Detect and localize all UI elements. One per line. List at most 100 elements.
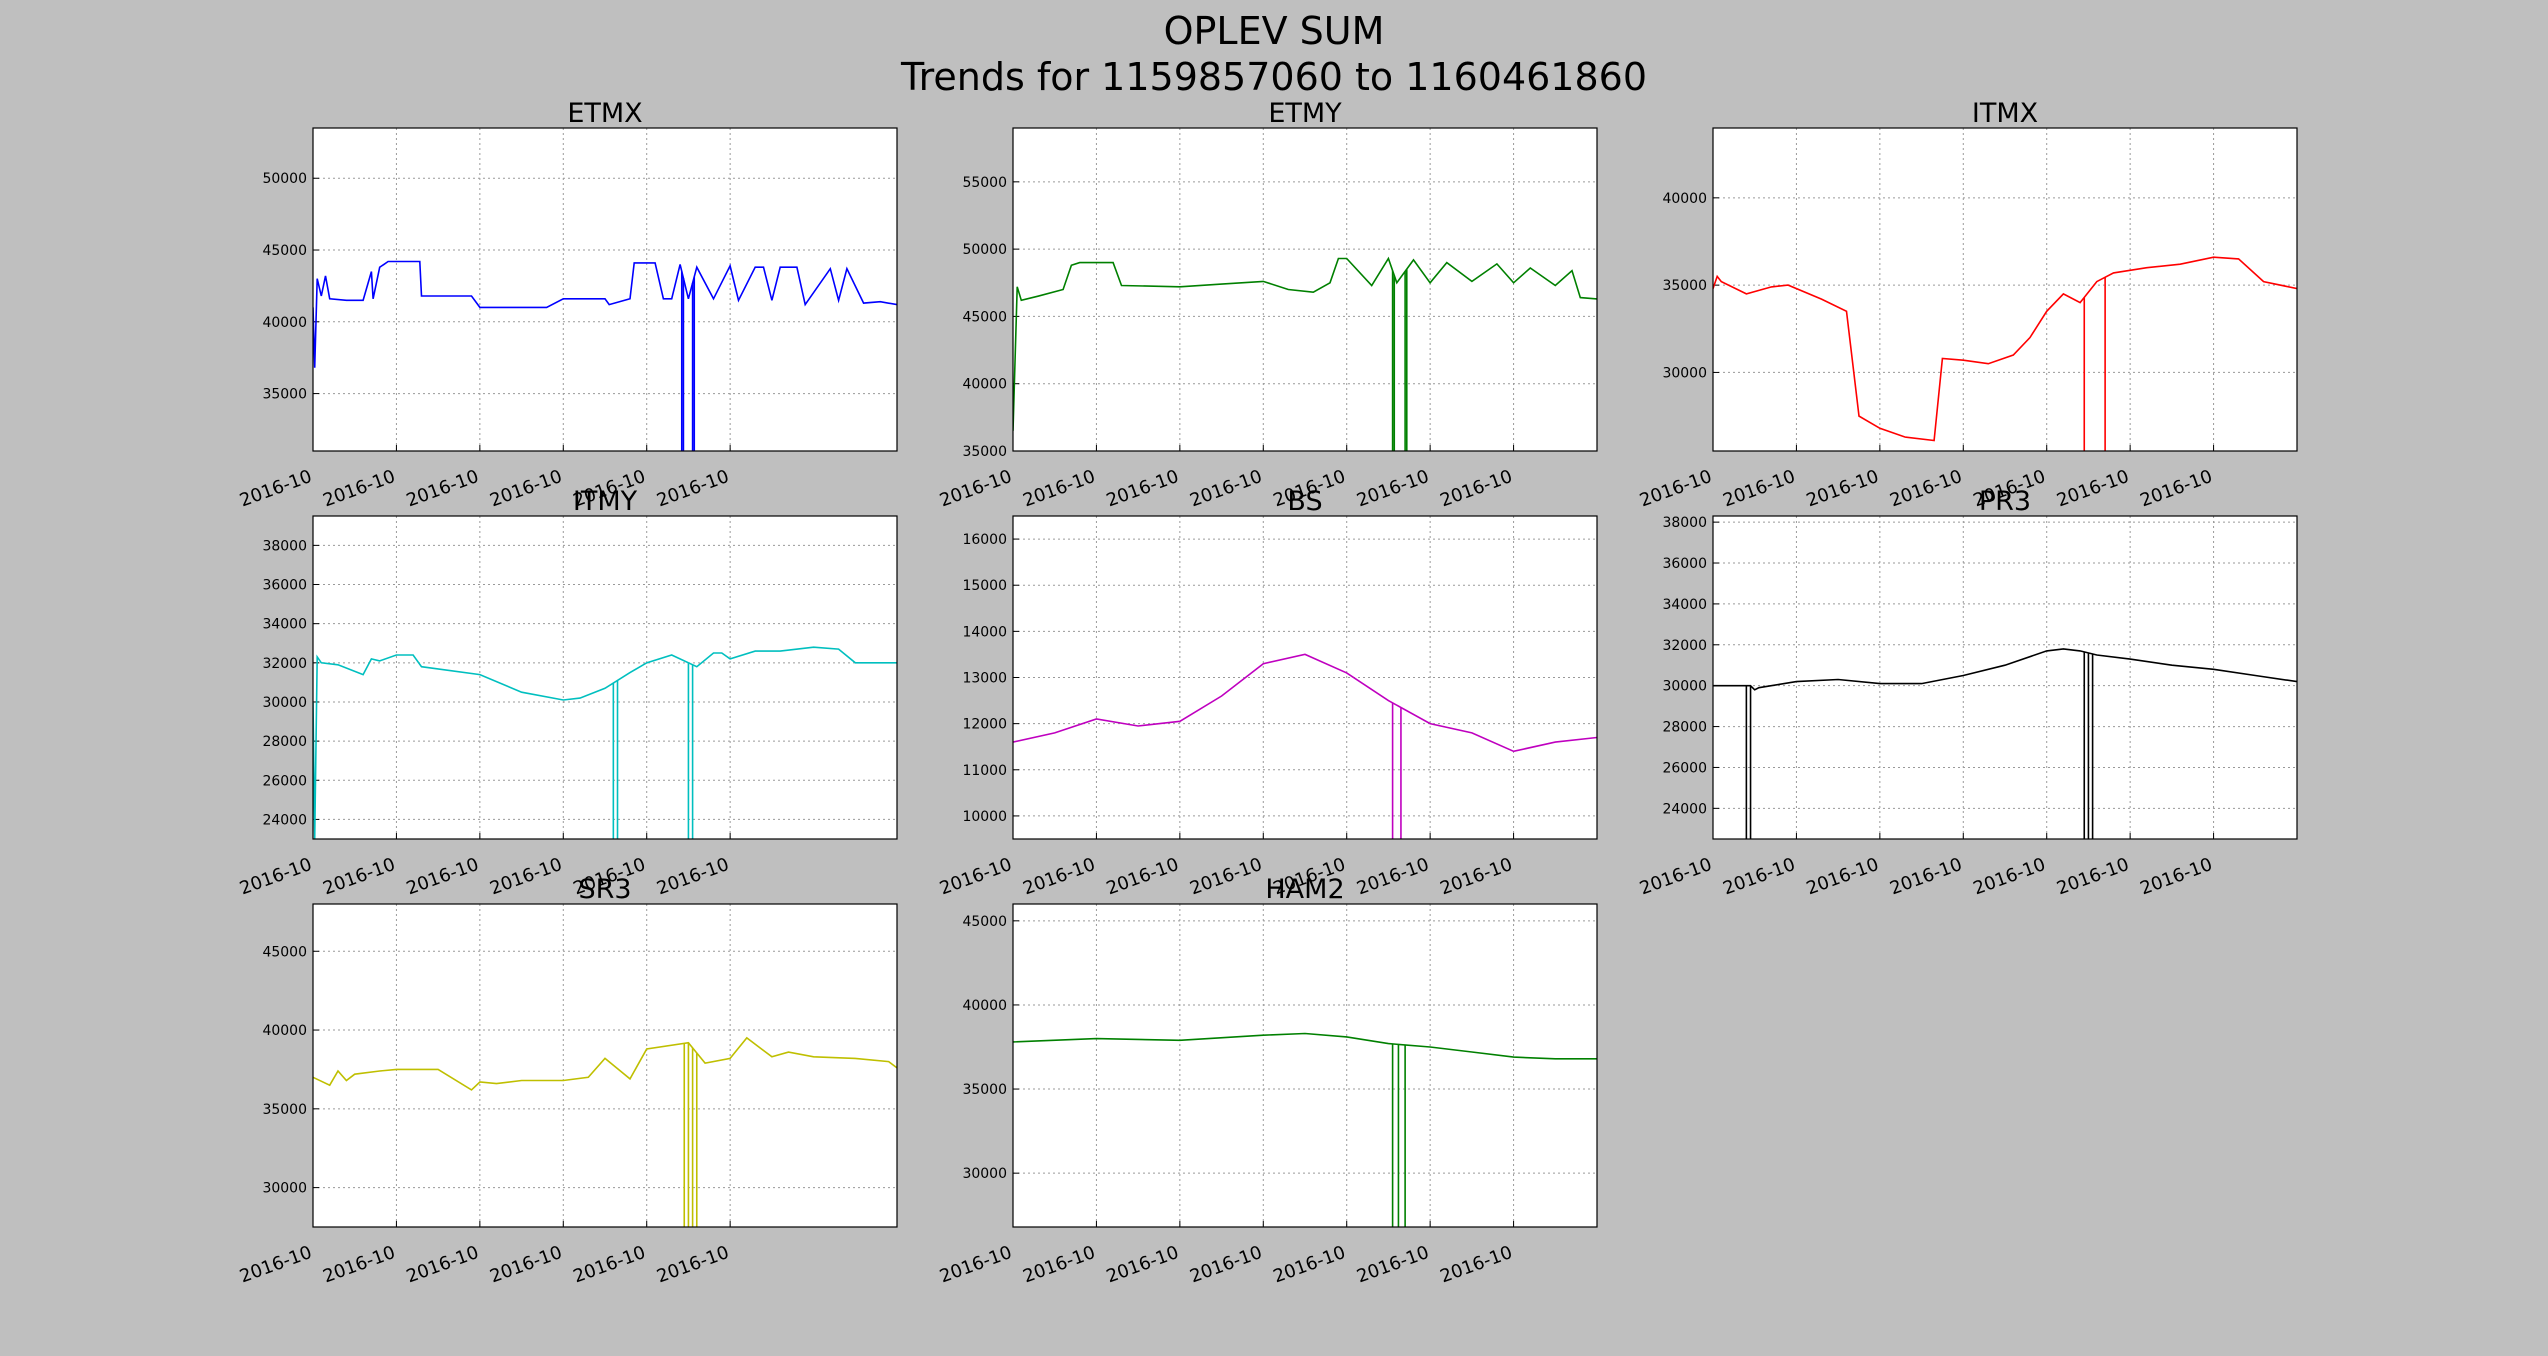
y-tick-label: 45000 bbox=[962, 309, 1007, 325]
plot-area bbox=[1713, 516, 2297, 839]
x-tick-label: 2016-10 bbox=[1187, 854, 1265, 899]
x-tick-label: 2016-10 bbox=[2054, 854, 2132, 899]
x-tick-label: 2016-10 bbox=[654, 1242, 732, 1287]
y-tick-label: 36000 bbox=[1662, 556, 1707, 572]
y-tick-label: 40000 bbox=[962, 377, 1007, 393]
x-tick-label: 2016-10 bbox=[320, 466, 398, 511]
y-tick-label: 26000 bbox=[1662, 760, 1707, 776]
x-tick-label: 2016-10 bbox=[1437, 466, 1515, 511]
x-tick-label: 2016-10 bbox=[654, 466, 732, 511]
x-tick-label: 2016-10 bbox=[487, 1242, 565, 1287]
subplot-bs: 10000 11000 12000 13000 14000 15000 16000 2016-… bbox=[937, 486, 1598, 899]
axes-frame bbox=[1712, 515, 2298, 840]
figure-title: OPLEV SUM Trends for 1159857060 to 11604… bbox=[0, 8, 2548, 100]
subplot-title: ITMX bbox=[1972, 98, 2038, 129]
series-line-etmy bbox=[1013, 256, 1597, 431]
subplot-title: HAM2 bbox=[1265, 874, 1344, 905]
plot-area bbox=[313, 904, 897, 1227]
subplot-title: ETMY bbox=[1268, 98, 1342, 129]
y-tick-label: 38000 bbox=[262, 538, 307, 554]
axes-frame bbox=[312, 127, 898, 452]
y-tick-label: 11000 bbox=[962, 763, 1007, 779]
x-tick-label: 2016-10 bbox=[2054, 466, 2132, 511]
x-tick-label: 2016-10 bbox=[320, 854, 398, 899]
plot-area bbox=[1713, 128, 2297, 451]
y-tick-label: 40000 bbox=[962, 998, 1007, 1014]
y-tick-label: 13000 bbox=[962, 671, 1007, 687]
y-tick-label: 34000 bbox=[262, 617, 307, 633]
y-tick-label: 32000 bbox=[262, 656, 307, 672]
y-tick-label: 32000 bbox=[1662, 638, 1707, 654]
axes-frame bbox=[312, 515, 898, 840]
y-tick-label: 26000 bbox=[262, 773, 307, 789]
y-tick-label: 45000 bbox=[262, 944, 307, 960]
x-tick-label: 2016-10 bbox=[1020, 1242, 1098, 1287]
series-line-ham2 bbox=[1013, 1032, 1597, 1060]
x-tick-label: 2016-10 bbox=[404, 854, 482, 899]
y-tick-label: 50000 bbox=[262, 171, 307, 187]
y-tick-label: 24000 bbox=[1662, 801, 1707, 817]
x-tick-label: 2016-10 bbox=[487, 854, 565, 899]
axes-frame bbox=[312, 903, 898, 1228]
subplot-title: ITMY bbox=[573, 486, 638, 517]
plot-area bbox=[1013, 128, 1597, 451]
x-tick-label: 2016-10 bbox=[1354, 854, 1432, 899]
x-tick-label: 2016-10 bbox=[1187, 1242, 1265, 1287]
x-tick-label: 2016-10 bbox=[1720, 854, 1798, 899]
y-tick-label: 30000 bbox=[262, 695, 307, 711]
axes-frame bbox=[1012, 903, 1598, 1228]
subplot-title: PR3 bbox=[1979, 486, 2031, 517]
axes-frame bbox=[1012, 515, 1598, 840]
y-tick-label: 45000 bbox=[962, 914, 1007, 930]
y-tick-label: 28000 bbox=[262, 734, 307, 750]
x-tick-label: 2016-10 bbox=[1971, 854, 2049, 899]
plot-area bbox=[313, 128, 897, 451]
y-tick-label: 36000 bbox=[262, 578, 307, 594]
x-tick-label: 2016-10 bbox=[1437, 854, 1515, 899]
x-tick-label: 2016-10 bbox=[1020, 466, 1098, 511]
x-tick-label: 2016-10 bbox=[1354, 1242, 1432, 1287]
y-tick-label: 30000 bbox=[1662, 679, 1707, 695]
x-tick-label: 2016-10 bbox=[1104, 466, 1182, 511]
x-tick-label: 2016-10 bbox=[937, 466, 1015, 511]
y-tick-label: 35000 bbox=[262, 1102, 307, 1118]
x-tick-label: 2016-10 bbox=[237, 854, 315, 899]
x-tick-label: 2016-10 bbox=[2137, 854, 2215, 899]
y-tick-label: 35000 bbox=[962, 444, 1007, 460]
subplot-title: BS bbox=[1287, 486, 1322, 517]
y-tick-label: 28000 bbox=[1662, 720, 1707, 736]
y-tick-label: 45000 bbox=[262, 243, 307, 259]
y-tick-label: 16000 bbox=[962, 532, 1007, 548]
x-tick-label: 2016-10 bbox=[1271, 1242, 1349, 1287]
x-tick-label: 2016-10 bbox=[1104, 1242, 1182, 1287]
series-line-bs bbox=[1013, 653, 1597, 753]
y-tick-label: 30000 bbox=[262, 1181, 307, 1197]
x-tick-label: 2016-10 bbox=[1720, 466, 1798, 511]
x-tick-label: 2016-10 bbox=[320, 1242, 398, 1287]
x-tick-label: 2016-10 bbox=[404, 1242, 482, 1287]
y-tick-label: 30000 bbox=[1662, 365, 1707, 381]
subplot-pr3: 24000 26000 28000 30000 32000 34000 36000 38000… bbox=[1637, 486, 2298, 899]
x-tick-label: 2016-10 bbox=[571, 1242, 649, 1287]
x-tick-label: 2016-10 bbox=[1187, 466, 1265, 511]
y-tick-label: 40000 bbox=[1662, 191, 1707, 207]
series-line-itmx bbox=[1713, 256, 2297, 442]
plot-area bbox=[313, 516, 897, 839]
subplot-title: ETMX bbox=[567, 98, 642, 129]
y-tick-label: 40000 bbox=[262, 315, 307, 331]
x-tick-label: 2016-10 bbox=[404, 466, 482, 511]
y-tick-label: 50000 bbox=[962, 242, 1007, 258]
series-line-pr3 bbox=[1713, 648, 2297, 691]
y-tick-label: 10000 bbox=[962, 809, 1007, 825]
y-tick-label: 12000 bbox=[962, 717, 1007, 733]
subplot-itmy: 24000 26000 28000 30000 32000 34000 36000 38000… bbox=[237, 486, 898, 899]
x-tick-label: 2016-10 bbox=[937, 854, 1015, 899]
x-tick-label: 2016-10 bbox=[937, 1242, 1015, 1287]
x-tick-label: 2016-10 bbox=[1637, 854, 1715, 899]
y-tick-label: 34000 bbox=[1662, 597, 1707, 613]
